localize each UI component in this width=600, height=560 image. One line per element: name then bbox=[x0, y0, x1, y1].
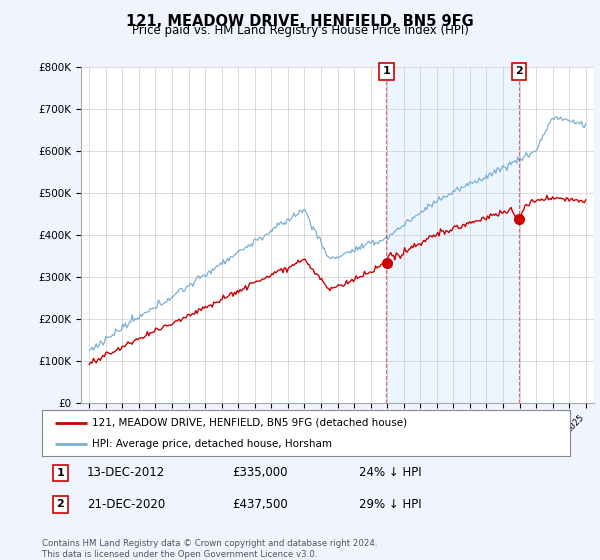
Text: £437,500: £437,500 bbox=[232, 498, 288, 511]
Text: 13-DEC-2012: 13-DEC-2012 bbox=[87, 466, 165, 479]
Text: 2: 2 bbox=[56, 500, 64, 510]
Text: 1: 1 bbox=[383, 67, 391, 76]
Text: 21-DEC-2020: 21-DEC-2020 bbox=[87, 498, 165, 511]
Bar bbox=[386, 67, 519, 403]
Text: Contains HM Land Registry data © Crown copyright and database right 2024.
This d: Contains HM Land Registry data © Crown c… bbox=[42, 539, 377, 559]
Text: HPI: Average price, detached house, Horsham: HPI: Average price, detached house, Hors… bbox=[92, 439, 332, 449]
Text: £335,000: £335,000 bbox=[232, 466, 287, 479]
Text: 1: 1 bbox=[56, 468, 64, 478]
Text: 2: 2 bbox=[515, 67, 523, 76]
Text: 24% ↓ HPI: 24% ↓ HPI bbox=[359, 466, 421, 479]
Text: Price paid vs. HM Land Registry's House Price Index (HPI): Price paid vs. HM Land Registry's House … bbox=[131, 24, 469, 37]
Text: 29% ↓ HPI: 29% ↓ HPI bbox=[359, 498, 421, 511]
Text: 121, MEADOW DRIVE, HENFIELD, BN5 9FG (detached house): 121, MEADOW DRIVE, HENFIELD, BN5 9FG (de… bbox=[92, 418, 407, 428]
Text: 121, MEADOW DRIVE, HENFIELD, BN5 9FG: 121, MEADOW DRIVE, HENFIELD, BN5 9FG bbox=[126, 14, 474, 29]
